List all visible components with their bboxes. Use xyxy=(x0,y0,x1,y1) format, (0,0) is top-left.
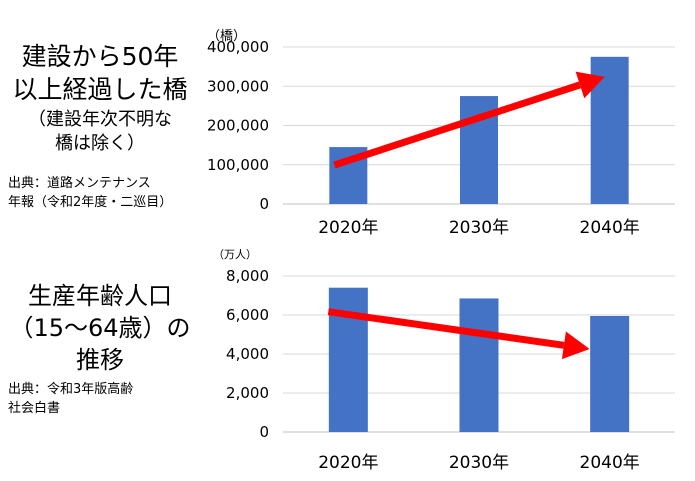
bridges-title: 建設から50年 以上経過した橋 xyxy=(0,40,200,106)
x-tick-label: 2020年 xyxy=(318,453,378,473)
title-line: 生産年齢人口 xyxy=(28,282,172,310)
title-line: 以上経過した橋 xyxy=(12,75,188,104)
unit-label: （橋） xyxy=(207,29,246,44)
y-tick-label: 200,000 xyxy=(207,117,269,135)
trend-arrow-head xyxy=(575,71,605,99)
y-tick-label: 300,000 xyxy=(207,77,269,95)
population-source: 出典：令和3年版高齢 社会白書 xyxy=(8,380,133,418)
bridges-panel: 建設から50年 以上経過した橋 （建設年次不明な 橋は除く） 出典：道路メンテナ… xyxy=(0,0,695,240)
population-panel: 生産年齢人口 （15～64歳）の 推移 出典：令和3年版高齢 社会白書 （万人）… xyxy=(0,240,695,481)
x-tick-label: 2040年 xyxy=(580,453,640,473)
unit-label: （万人） xyxy=(213,248,257,261)
source-line: 出典：道路メンテナンス xyxy=(8,176,151,191)
bridges-note: （建設年次不明な 橋は除く） xyxy=(0,108,200,156)
population-title: 生産年齢人口 （15～64歳）の 推移 xyxy=(0,280,200,376)
x-tick-label: 2040年 xyxy=(580,218,640,238)
x-tick-label: 2030年 xyxy=(449,218,509,238)
bar xyxy=(459,298,499,432)
note-line: （建設年次不明な xyxy=(28,109,172,130)
y-tick-label: 400,000 xyxy=(207,38,269,56)
x-tick-label: 2030年 xyxy=(449,453,509,473)
y-tick-label: 4,000 xyxy=(226,345,269,363)
bridges-chart: （橋） 0 100,000 200,000 300,000 400,000 2020年 203… xyxy=(207,29,675,238)
y-tick-label: 100,000 xyxy=(207,156,269,174)
y-tick-label: 6,000 xyxy=(226,306,269,324)
source-line: 年報（令和2年度・二巡目） xyxy=(8,195,173,210)
trend-arrow-shaft xyxy=(333,81,582,169)
source-line: 出典：令和3年版高齢 xyxy=(8,382,134,397)
title-line: （15～64歳）の xyxy=(9,314,191,342)
y-tick-label: 0 xyxy=(259,423,269,441)
y-tick-label: 2,000 xyxy=(226,384,269,402)
x-tick-label: 2020年 xyxy=(318,218,378,238)
bar xyxy=(590,315,630,432)
y-tick-label: 8,000 xyxy=(226,267,269,285)
note-line: 橋は除く） xyxy=(55,133,145,154)
trend-arrow-head xyxy=(561,331,590,360)
trend-arrow-shaft xyxy=(327,308,565,349)
title-line: 建設から50年 xyxy=(21,42,179,71)
bridges-source: 出典：道路メンテナンス 年報（令和2年度・二巡目） xyxy=(8,174,172,212)
y-tick-label: 0 xyxy=(259,195,269,213)
title-line: 推移 xyxy=(76,346,124,374)
source-line: 社会白書 xyxy=(8,401,61,416)
population-chart: （万人） 0 2,000 4,000 6,000 8,000 2020年 2030年 2040年 xyxy=(213,248,675,473)
